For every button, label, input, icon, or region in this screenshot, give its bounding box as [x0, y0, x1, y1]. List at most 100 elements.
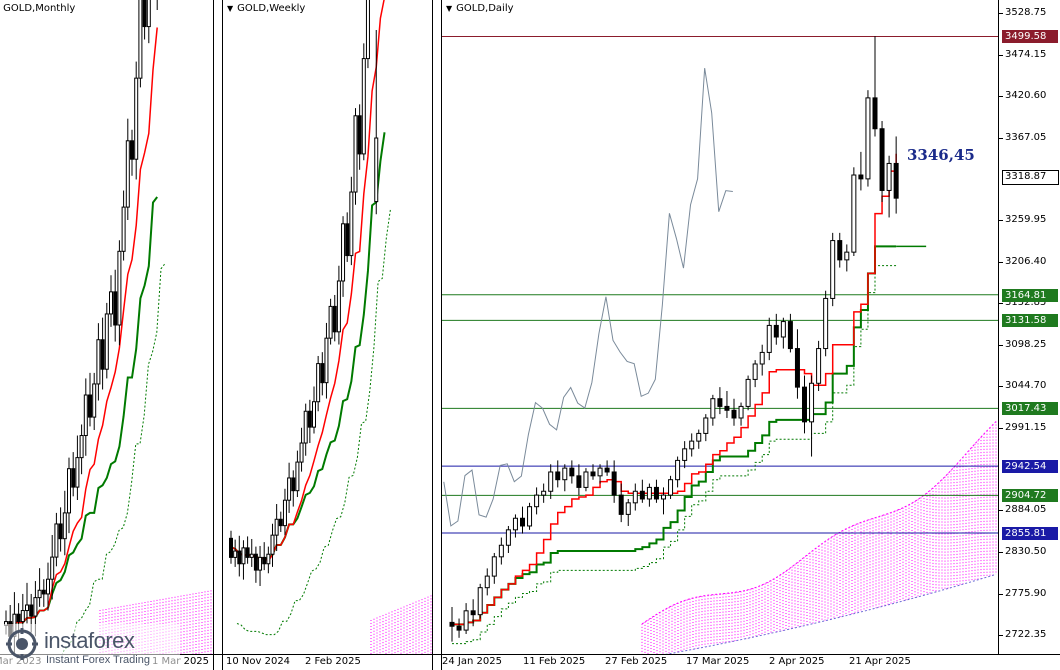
candle-body — [113, 291, 118, 326]
price-tick-label: 3044.70 — [998, 380, 1047, 392]
candle-body — [374, 137, 379, 203]
candle-body — [125, 140, 130, 208]
candle-body — [639, 490, 645, 500]
time-tick-label: 24 Jan 2025 — [442, 656, 502, 667]
candle-body — [299, 442, 304, 463]
panel-separator[interactable] — [432, 0, 442, 670]
candle-body — [33, 597, 38, 617]
candle-body — [341, 223, 346, 282]
candle-body — [541, 490, 547, 496]
candle-body — [463, 610, 469, 631]
kijun-sen-line — [452, 245, 897, 626]
time-tick-label: 11 Feb 2025 — [523, 656, 586, 667]
candle-body — [766, 324, 772, 353]
candle-body — [498, 544, 504, 558]
candle-body — [456, 625, 462, 631]
candle-body — [759, 351, 765, 365]
weekly-chart-svg — [229, 0, 432, 654]
candle-body — [62, 512, 67, 540]
time-tick-label: 1 Mar 2025 — [152, 656, 210, 667]
level-price-label: 3017.43 — [1002, 402, 1058, 416]
candle-body — [67, 468, 71, 514]
level-price-label: 3131.58 — [1002, 314, 1058, 328]
candle-body — [745, 378, 751, 407]
candle-body — [88, 394, 92, 418]
candle-body — [809, 382, 815, 423]
candle-body — [79, 435, 84, 459]
monthly-candles — [4, 0, 158, 653]
candle-body — [361, 58, 366, 155]
senkou-span-a-line — [641, 421, 997, 625]
candle-body — [58, 523, 63, 540]
candle-body — [92, 383, 97, 418]
candle-body — [555, 471, 561, 481]
candle-body — [802, 386, 807, 423]
candle-body — [520, 517, 525, 527]
candle-body — [477, 587, 483, 616]
candle-body — [661, 494, 666, 500]
tenkan-sen-line — [230, 0, 385, 562]
candle-body — [632, 490, 638, 504]
price-tick-label: 3367.05 — [998, 131, 1047, 143]
candle-body — [604, 467, 610, 473]
candle-body — [75, 457, 80, 488]
price-tick-label: 2722.35 — [998, 629, 1047, 640]
senkou-span-b-line — [665, 573, 997, 654]
daily-title: ▼ GOLD,Daily — [446, 3, 514, 14]
candle-body — [270, 534, 275, 555]
level-price-label: 3164.81 — [1002, 288, 1058, 302]
candle-body — [29, 604, 34, 617]
candle-body — [25, 604, 29, 612]
candle-body — [345, 223, 350, 257]
level-price-label: 3499.58 — [1002, 30, 1058, 44]
candle-body — [724, 405, 730, 411]
level-price-label: 2855.81 — [1002, 527, 1058, 541]
candle-body — [349, 191, 354, 257]
candle-body — [823, 297, 829, 350]
weekly-title: ▼ GOLD,Weekly — [227, 3, 306, 14]
candle-body — [50, 556, 55, 580]
candle-body — [893, 162, 899, 199]
dropdown-triangle-icon[interactable]: ▼ — [446, 4, 453, 13]
candle-body — [312, 401, 316, 428]
candle-body — [703, 417, 709, 434]
price-annotation: 3346,45 — [907, 146, 975, 164]
candle-body — [274, 518, 279, 536]
candle-body — [837, 240, 843, 261]
candle-body — [303, 410, 308, 444]
candle-body — [71, 468, 76, 488]
candle-body — [646, 486, 652, 500]
price-tick-label: 3474.15 — [998, 49, 1047, 61]
price-tick-label: 3152.85 — [998, 296, 1047, 308]
price-tick-label: 3206.40 — [998, 255, 1047, 267]
candle-body — [121, 206, 126, 252]
candle-body — [142, 0, 147, 28]
price-axis[interactable]: 3528.75 3474.15 3420.60 3367.05 3259.95 3206.… — [998, 0, 1060, 655]
candle-body — [858, 174, 864, 180]
candle-body — [324, 337, 329, 384]
candle-body — [316, 363, 321, 403]
candle-body — [258, 556, 263, 571]
daily-candles — [449, 36, 899, 642]
candle-body — [41, 589, 46, 595]
candle-body — [130, 140, 134, 160]
panel-separator[interactable] — [213, 0, 223, 670]
candle-body — [731, 409, 737, 419]
level-price-label: 2942.54 — [1002, 460, 1058, 474]
time-tick-label: 2 Feb 2025 — [305, 656, 361, 667]
dropdown-triangle-icon[interactable]: ▼ — [227, 4, 234, 13]
candle-body — [710, 398, 716, 419]
candle-body — [886, 162, 892, 191]
monthly-chart-svg — [4, 0, 212, 654]
candle-body — [590, 471, 596, 477]
time-axis-border — [0, 654, 1060, 655]
logo-name: instaforex — [44, 628, 135, 653]
candle-body — [134, 77, 139, 160]
candle-body — [844, 251, 850, 261]
candle-body — [37, 589, 42, 599]
candle-body — [752, 363, 758, 380]
daily-ichimoku-cloud — [641, 421, 997, 654]
level-price-label: 2904.72 — [1002, 489, 1058, 503]
price-tick-label: 2775.90 — [998, 587, 1047, 599]
candle-body — [668, 479, 674, 496]
